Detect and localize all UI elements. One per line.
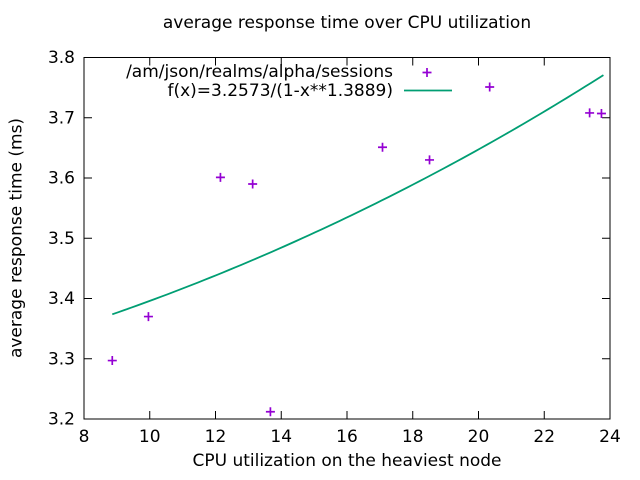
data-point-marker <box>596 109 606 119</box>
data-point-marker <box>378 142 388 152</box>
y-tick-label: 3.6 <box>48 169 75 189</box>
data-point-marker <box>215 172 225 182</box>
y-axis-label: average response time (ms) <box>6 117 27 359</box>
data-point-marker <box>248 179 258 189</box>
y-tick-label: 3.7 <box>48 108 75 128</box>
x-tick-label: 20 <box>468 427 490 447</box>
y-tick-label: 3.4 <box>48 289 75 309</box>
data-point-marker <box>265 407 275 417</box>
plot-border <box>83 57 611 420</box>
data-point-marker <box>107 356 117 366</box>
x-tick-label: 14 <box>270 427 292 447</box>
legend-sample-plus-marker <box>422 68 432 77</box>
legend-label-fit-function: f(x)=3.2573/(1-x**1.3889) <box>167 81 393 101</box>
fit-curve <box>111 74 604 316</box>
x-tick-label: 10 <box>139 427 161 447</box>
x-tick-label: 22 <box>533 427 555 447</box>
data-point-marker <box>585 108 595 118</box>
x-axis-label: CPU utilization on the heaviest node <box>192 451 502 471</box>
data-point-marker <box>425 155 435 165</box>
y-tick-label: 3.5 <box>48 229 75 249</box>
x-tick-label: 12 <box>205 427 227 447</box>
x-tick-label: 24 <box>599 427 621 447</box>
y-tick-label: 3.8 <box>48 48 75 68</box>
legend-label-sessions-series: /am/json/realms/alpha/sessions <box>126 62 393 82</box>
x-tick-label: 18 <box>402 427 424 447</box>
data-point-marker <box>143 312 153 322</box>
y-tick-label: 3.3 <box>48 349 75 369</box>
x-tick-label: 16 <box>336 427 358 447</box>
chart-title: average response time over CPU utilizati… <box>162 13 532 33</box>
x-tick-label: 8 <box>79 427 90 447</box>
y-tick-label: 3.2 <box>48 410 75 430</box>
data-point-marker <box>485 82 495 92</box>
